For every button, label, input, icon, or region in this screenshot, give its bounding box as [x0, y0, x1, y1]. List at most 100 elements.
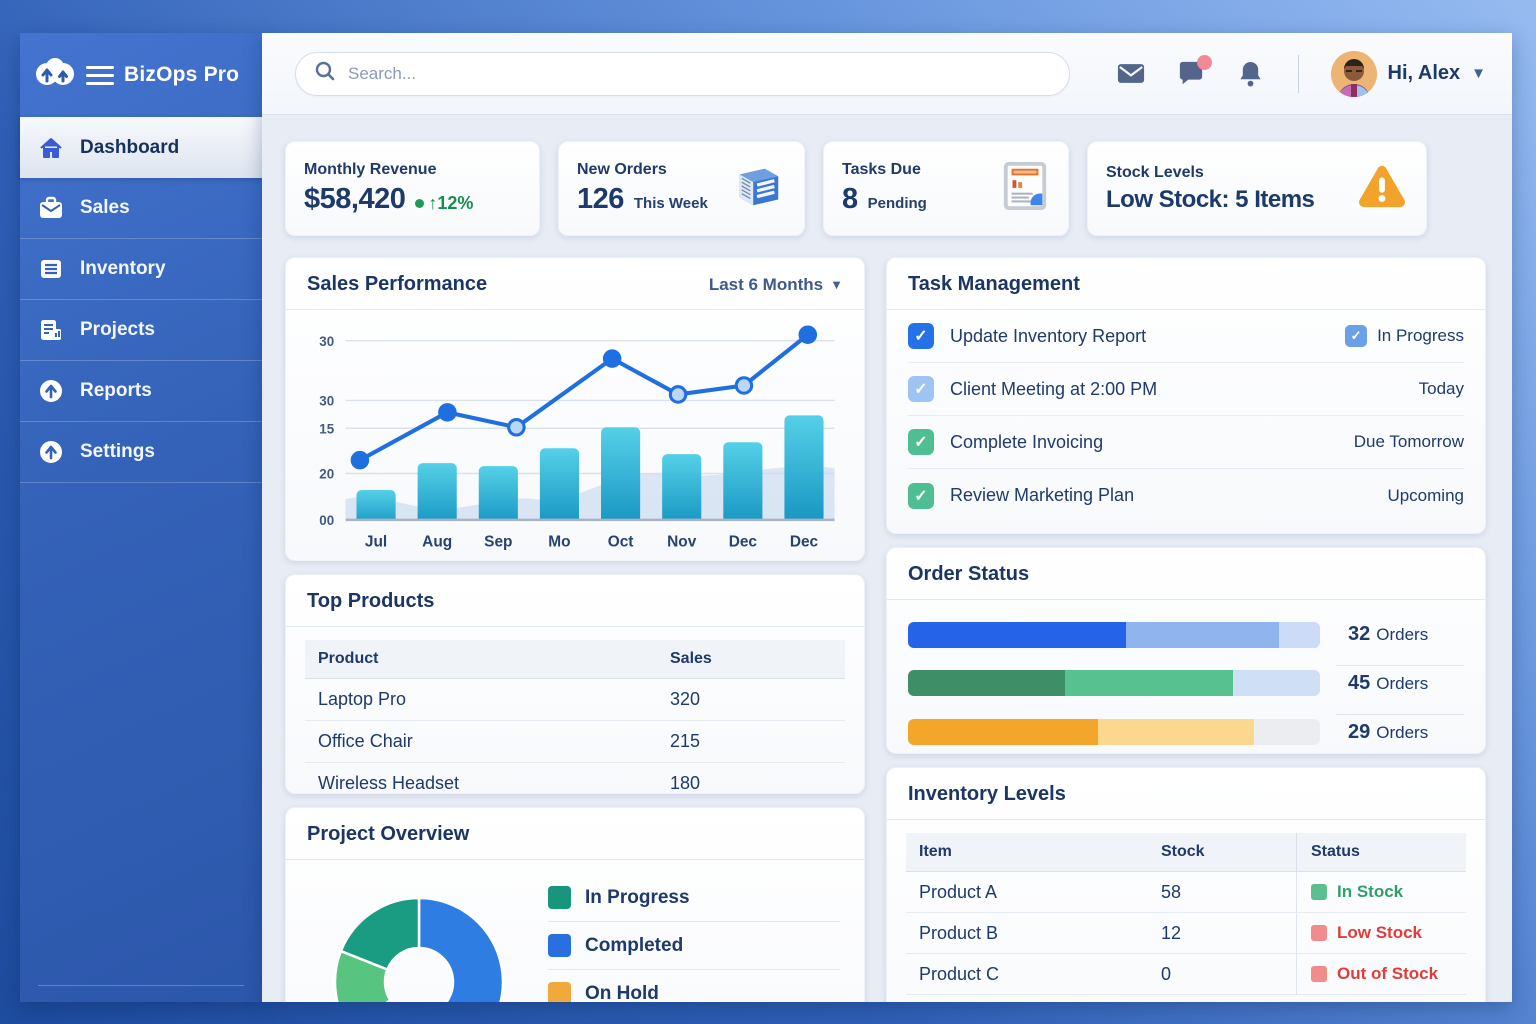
progress-bar — [908, 719, 1320, 745]
sidebar-header: BizOps Pro — [20, 33, 262, 117]
search-input[interactable] — [348, 63, 1051, 84]
order-count-label: 32 Orders — [1348, 623, 1429, 645]
status-swatch — [1311, 925, 1327, 941]
progress-segment — [908, 621, 1127, 648]
kpi-monthly-revenue: Monthly Revenue $58,420 ↑12% — [285, 141, 540, 236]
order-count-label: 45 Orders — [1336, 665, 1464, 701]
avatar[interactable] — [1330, 50, 1377, 97]
task-status: Due Tomorrow — [1353, 432, 1464, 451]
sales-performance-panel: Sales Performance Last 6 Months ▼ 30 30 15… — [285, 257, 865, 561]
sidebar: BizOps Pro Dashboard Sales Inventory Pro… — [20, 33, 262, 1002]
kpi-row: Monthly Revenue $58,420 ↑12% New Orders … — [285, 141, 1486, 236]
svg-text:Jul: Jul — [365, 534, 387, 551]
table-row: Product B 12 Low Stock — [906, 913, 1466, 954]
user-menu[interactable]: Hi, Alex ▼ — [1330, 50, 1486, 97]
home-icon — [38, 135, 64, 161]
warning-triangle-icon — [1356, 163, 1408, 214]
svg-text:Mo: Mo — [548, 534, 570, 551]
search-bar[interactable] — [295, 51, 1070, 96]
kpi-stock-levels: Stock Levels Low Stock: 5 Items — [1087, 141, 1427, 236]
sidebar-item-label: Reports — [80, 380, 152, 401]
panel-title: Sales Performance — [307, 273, 488, 295]
order-status-row: 45 Orders — [908, 665, 1464, 701]
sidebar-item-inventory[interactable]: Inventory — [20, 239, 262, 300]
search-icon — [314, 60, 336, 87]
legend-swatch — [548, 886, 571, 909]
progress-segment — [1126, 621, 1279, 648]
legend-item: In Progress — [548, 874, 840, 922]
svg-text:20: 20 — [319, 467, 334, 482]
kpi-label: Monthly Revenue — [304, 161, 437, 178]
kpi-sub: This Week — [633, 195, 708, 212]
order-status-row: 32 Orders — [908, 617, 1464, 652]
user-greeting: Hi, Alex — [1387, 62, 1461, 84]
inventory-table: Item Stock Status Product A 58 In Stock … — [906, 833, 1466, 995]
task-row[interactable]: Complete Invoicing Due Tomorrow — [908, 416, 1464, 469]
range-selector[interactable]: Last 6 Months ▼ — [708, 274, 843, 294]
kpi-label: New Orders — [577, 161, 667, 178]
progress-bar — [908, 670, 1320, 696]
sidebar-item-reports[interactable]: Reports — [20, 361, 262, 422]
svg-text:Sep: Sep — [484, 534, 512, 551]
kpi-delta: ↑12% — [415, 193, 473, 214]
sidebar-item-dashboard[interactable]: Dashboard — [20, 117, 262, 178]
legend-swatch — [548, 982, 571, 1002]
svg-text:00: 00 — [319, 513, 334, 528]
sidebar-divider — [38, 985, 244, 986]
sidebar-item-sales[interactable]: Sales — [20, 178, 262, 239]
panel-title: Project Overview — [307, 823, 470, 845]
task-status: Today — [1418, 379, 1464, 398]
table-row: Product C 0 Out of Stock — [906, 954, 1466, 995]
sidebar-item-projects[interactable]: Projects — [20, 300, 262, 361]
sidebar-item-label: Sales — [80, 197, 130, 218]
task-row[interactable]: Update Inventory Report In Progress — [908, 310, 1464, 363]
briefcase-icon — [38, 195, 64, 221]
status-badge: Low Stock — [1337, 923, 1423, 942]
progress-segment — [908, 670, 1065, 696]
app-title: BizOps Pro — [124, 63, 240, 86]
task-status: In Progress — [1377, 326, 1464, 345]
panel-title: Order Status — [908, 563, 1030, 585]
task-checkbox[interactable] — [908, 376, 934, 402]
progress-segment — [908, 719, 1098, 745]
kpi-tasks-due: Tasks Due 8 Pending — [823, 141, 1069, 236]
notification-dot — [1196, 54, 1212, 70]
chevron-down-icon: ▼ — [1471, 65, 1486, 82]
task-checkbox[interactable] — [908, 482, 934, 509]
status-badge: Out of Stock — [1337, 964, 1439, 983]
top-products-table: Product Sales Laptop Pro 320 Office Chai… — [305, 640, 845, 793]
progress-segment — [1064, 670, 1234, 696]
chat-icon[interactable] — [1176, 54, 1212, 89]
table-row: Office Chair 215 — [305, 721, 845, 763]
status-swatch — [1311, 884, 1327, 900]
project-legend: In Progress Completed On Hold — [542, 860, 864, 1002]
svg-text:Dec: Dec — [790, 534, 819, 551]
mail-icon[interactable] — [1116, 59, 1146, 89]
bell-icon[interactable] — [1236, 59, 1266, 89]
kpi-new-orders: New Orders 126 This Week — [558, 141, 805, 236]
legend-item: On Hold — [548, 970, 840, 1002]
menu-toggle-icon[interactable] — [86, 65, 114, 85]
task-checkbox[interactable] — [908, 323, 934, 349]
task-status: Upcoming — [1387, 485, 1464, 505]
document-icon — [38, 317, 64, 343]
task-row[interactable]: Review Marketing Plan Upcoming — [908, 469, 1464, 522]
kpi-label: Stock Levels — [1106, 163, 1204, 181]
sidebar-nav: Dashboard Sales Inventory Projects Repor… — [20, 117, 262, 483]
kpi-sub: Pending — [867, 195, 927, 212]
task-row[interactable]: Client Meeting at 2:00 PM Today — [908, 363, 1464, 416]
table-row: Product A 58 In Stock — [906, 872, 1466, 913]
status-checkbox[interactable] — [1345, 325, 1368, 347]
order-status-row: 29 Orders — [908, 714, 1464, 750]
inventory-levels-panel: Inventory Levels Item Stock Status Produ… — [886, 767, 1486, 1002]
kpi-value: $58,420 — [304, 183, 406, 215]
svg-text:Oct: Oct — [608, 534, 634, 551]
progress-segment — [1097, 719, 1255, 745]
orders-box-icon — [732, 161, 786, 216]
order-status-panel: Order Status 32 Orders 45 Orders — [886, 547, 1486, 754]
sidebar-item-settings[interactable]: Settings — [20, 422, 262, 483]
arrow-up-circle-icon — [38, 439, 64, 465]
clipboard-icon — [1000, 159, 1050, 218]
task-management-panel: Task Management Update Inventory Report … — [886, 257, 1486, 534]
task-checkbox[interactable] — [908, 429, 934, 455]
